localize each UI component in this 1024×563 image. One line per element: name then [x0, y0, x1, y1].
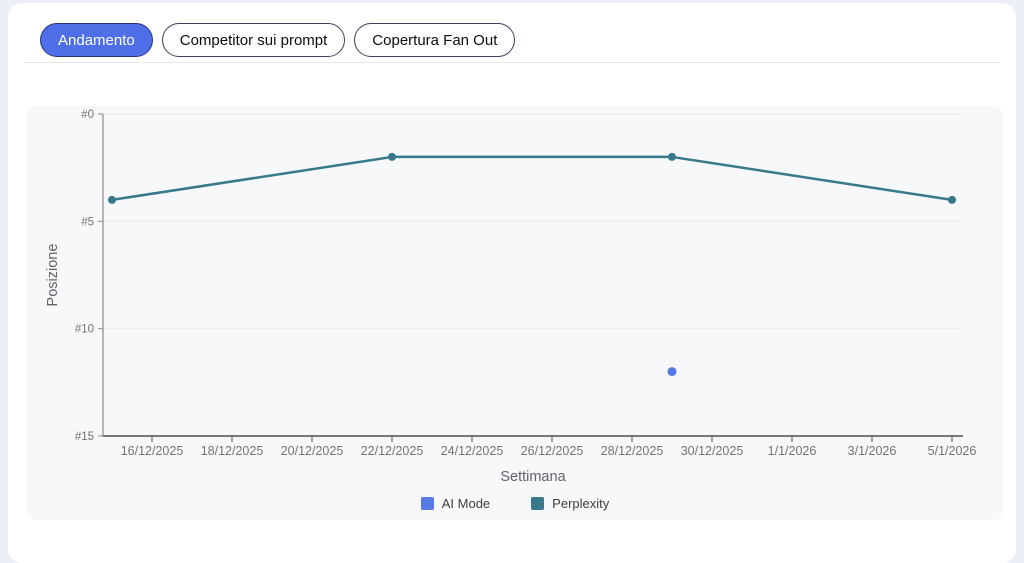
svg-text:#0: #0: [81, 109, 94, 121]
legend-label-ai-mode: AI Mode: [441, 496, 491, 511]
page-background: { "tabs": [ {"label": "Andamento", "acti…: [8, 3, 1016, 563]
tab-bar: Andamento Competitor sui prompt Copertur…: [40, 23, 516, 57]
svg-text:26/12/2025: 26/12/2025: [521, 444, 584, 458]
svg-text:28/12/2025: 28/12/2025: [601, 444, 664, 458]
chart-legend: AI Mode Perplexity: [27, 496, 1003, 511]
legend-swatch-perplexity: [531, 497, 545, 510]
ai-mode-point[interactable]: [667, 367, 677, 377]
svg-text:1/1/2026: 1/1/2026: [768, 444, 817, 458]
tab-competitor-sui-prompt[interactable]: Competitor sui prompt: [161, 23, 346, 57]
legend-swatch-ai-mode: [420, 497, 434, 510]
svg-text:20/12/2025: 20/12/2025: [281, 444, 344, 458]
perplexity-point[interactable]: [948, 195, 956, 204]
svg-text:#5: #5: [81, 216, 94, 228]
chart-panel: #0 #5 #10 #15 16/12/2025 18/12/2025 20/12/2025…: [27, 106, 1003, 520]
x-axis-title: Settimana: [500, 469, 566, 485]
legend-label-perplexity: Perplexity: [552, 496, 610, 511]
tab-andamento[interactable]: Andamento: [40, 23, 153, 57]
content-card: Andamento Competitor sui prompt Copertur…: [8, 3, 1016, 563]
svg-text:16/12/2025: 16/12/2025: [121, 444, 184, 458]
divider: [24, 62, 1000, 63]
svg-text:22/12/2025: 22/12/2025: [361, 444, 424, 458]
legend-item-ai-mode[interactable]: AI Mode: [420, 496, 491, 511]
svg-text:3/1/2026: 3/1/2026: [848, 444, 897, 458]
perplexity-point[interactable]: [388, 152, 396, 161]
svg-text:#10: #10: [75, 324, 94, 336]
svg-text:24/12/2025: 24/12/2025: [441, 444, 504, 458]
tab-copertura-fan-out[interactable]: Copertura Fan Out: [354, 23, 516, 57]
legend-item-perplexity[interactable]: Perplexity: [531, 496, 609, 511]
y-axis-title: Posizione: [45, 244, 61, 307]
perplexity-line: [110, 155, 954, 202]
svg-text:#15: #15: [75, 431, 94, 443]
perplexity-point[interactable]: [108, 195, 116, 204]
svg-text:30/12/2025: 30/12/2025: [681, 444, 744, 458]
perplexity-point[interactable]: [668, 152, 676, 161]
line-chart: #0 #5 #10 #15 16/12/2025 18/12/2025 20/12/2025…: [45, 109, 977, 485]
svg-text:5/1/2026: 5/1/2026: [928, 444, 977, 458]
svg-text:18/12/2025: 18/12/2025: [201, 444, 264, 458]
